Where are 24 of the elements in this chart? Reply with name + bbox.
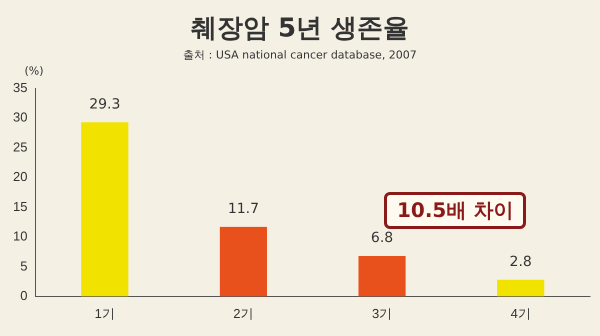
y-tick-label: 20: [12, 169, 28, 184]
data-label: 29.3: [89, 96, 120, 112]
data-label: 6.8: [370, 230, 394, 246]
y-tick-label: 5: [20, 258, 28, 274]
y-tick-label: 0: [20, 288, 28, 303]
y-axis-title: (%): [24, 64, 44, 78]
bar: [497, 280, 544, 296]
y-tick-label: 10: [12, 228, 28, 244]
x-tick-label: 4기: [510, 306, 531, 321]
x-tick-label: 1기: [94, 306, 115, 321]
bar: [220, 226, 267, 296]
data-label: 11.7: [228, 200, 259, 217]
bar: [358, 256, 406, 296]
y-tick-label: 25: [12, 139, 28, 154]
data-label: 2.8: [510, 254, 532, 270]
x-tick-label: 3기: [372, 306, 392, 321]
y-tick-label: 35: [12, 80, 28, 95]
bar: [81, 122, 128, 296]
x-tick-label: 2기: [233, 306, 254, 321]
annotation: 10.5배 차이: [384, 192, 526, 229]
y-tick-label: 30: [12, 110, 28, 125]
y-tick-label: 15: [12, 198, 28, 214]
chart-subtitle: 출처 : USA national cancer database, 2007: [183, 48, 417, 62]
chart-title: 췌장암 5년 생존율: [190, 13, 410, 44]
